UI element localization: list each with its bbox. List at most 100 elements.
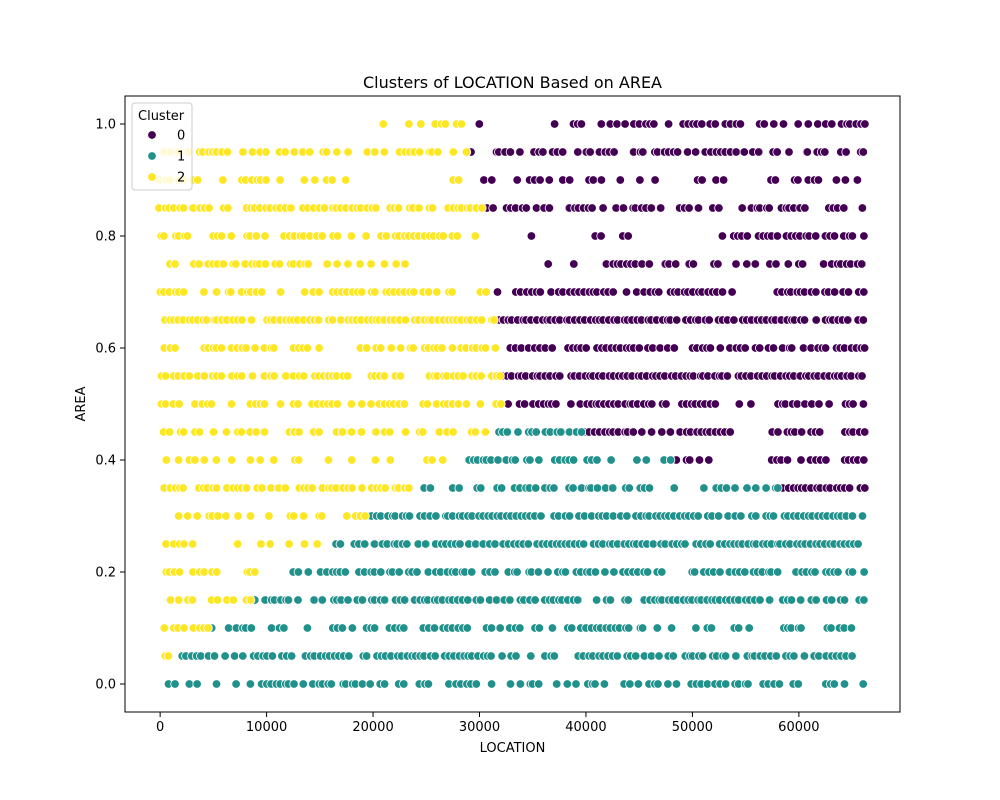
data-point [415, 147, 425, 157]
data-point [573, 147, 583, 157]
data-point [566, 399, 576, 409]
data-point [226, 399, 237, 409]
data-point [309, 595, 319, 605]
data-point [414, 203, 424, 213]
data-point [323, 455, 334, 465]
data-point [447, 287, 457, 297]
data-point [654, 651, 664, 661]
data-point [510, 455, 520, 465]
data-point [361, 231, 371, 241]
data-point [216, 231, 227, 241]
data-point [796, 427, 807, 437]
data-point [769, 119, 779, 129]
data-point [682, 147, 693, 157]
data-point [321, 147, 332, 157]
data-point [298, 511, 309, 521]
data-point [772, 231, 783, 241]
data-point [203, 623, 213, 633]
data-point [314, 343, 324, 353]
data-point [820, 343, 831, 353]
data-point [216, 343, 227, 353]
data-point [704, 315, 714, 325]
data-point [857, 511, 868, 521]
data-point [731, 147, 741, 157]
data-point [357, 399, 367, 409]
data-point [218, 259, 229, 269]
data-point [211, 679, 222, 689]
data-point [684, 203, 694, 213]
data-point [332, 147, 342, 157]
data-point [605, 595, 616, 605]
data-point [250, 567, 260, 577]
data-point [646, 203, 657, 213]
data-point [599, 679, 610, 689]
data-point [488, 203, 498, 213]
data-point [314, 427, 324, 437]
data-point [685, 455, 695, 465]
data-point [412, 567, 422, 577]
data-point [596, 231, 606, 241]
data-point [342, 371, 353, 381]
data-point [764, 595, 775, 605]
data-point [299, 175, 310, 185]
data-point [376, 567, 386, 577]
data-point [260, 259, 271, 269]
data-point [606, 455, 616, 465]
data-point [259, 427, 270, 437]
data-point [521, 203, 532, 213]
legend: Cluster 0 1 2 [131, 102, 193, 191]
data-point [319, 203, 330, 213]
data-point [534, 455, 544, 465]
data-point [178, 203, 189, 213]
data-point [564, 511, 575, 521]
data-point [317, 595, 328, 605]
data-point [289, 511, 299, 521]
data-point [463, 595, 473, 605]
data-point [286, 651, 297, 661]
data-point [182, 231, 193, 241]
data-point [312, 539, 322, 549]
data-point [725, 427, 735, 437]
data-point [858, 315, 869, 325]
data-point [827, 595, 837, 605]
data-point [811, 231, 821, 241]
data-point [665, 455, 676, 465]
data-point [644, 483, 655, 493]
data-point [669, 343, 680, 353]
data-point [857, 203, 868, 213]
data-point [731, 259, 741, 269]
data-point [416, 119, 426, 129]
data-point [772, 147, 782, 157]
data-point [858, 679, 868, 689]
data-point [526, 651, 536, 661]
data-point [477, 203, 487, 213]
data-point [211, 287, 222, 297]
data-point [515, 623, 525, 633]
chart-title: Clusters of LOCATION Based on AREA [363, 73, 662, 92]
data-point [743, 679, 753, 689]
data-point [427, 455, 437, 465]
data-point [164, 427, 175, 437]
data-point [600, 567, 610, 577]
data-point [742, 259, 752, 269]
y-tick-label: 0.2 [95, 566, 116, 581]
data-point [379, 371, 390, 381]
data-point [590, 679, 600, 689]
data-point [357, 483, 367, 493]
data-point [547, 623, 558, 633]
data-point [280, 483, 291, 493]
points-layer [154, 119, 870, 689]
data-point [859, 343, 870, 353]
data-point [860, 483, 870, 493]
data-point [174, 567, 185, 577]
data-point [481, 287, 491, 297]
data-point [400, 259, 410, 269]
data-point [496, 399, 506, 409]
data-point [624, 623, 634, 633]
data-point [289, 679, 299, 689]
data-point [729, 315, 739, 325]
data-point [533, 567, 544, 577]
data-point [512, 175, 522, 185]
data-point [698, 651, 708, 661]
data-point [269, 371, 279, 381]
